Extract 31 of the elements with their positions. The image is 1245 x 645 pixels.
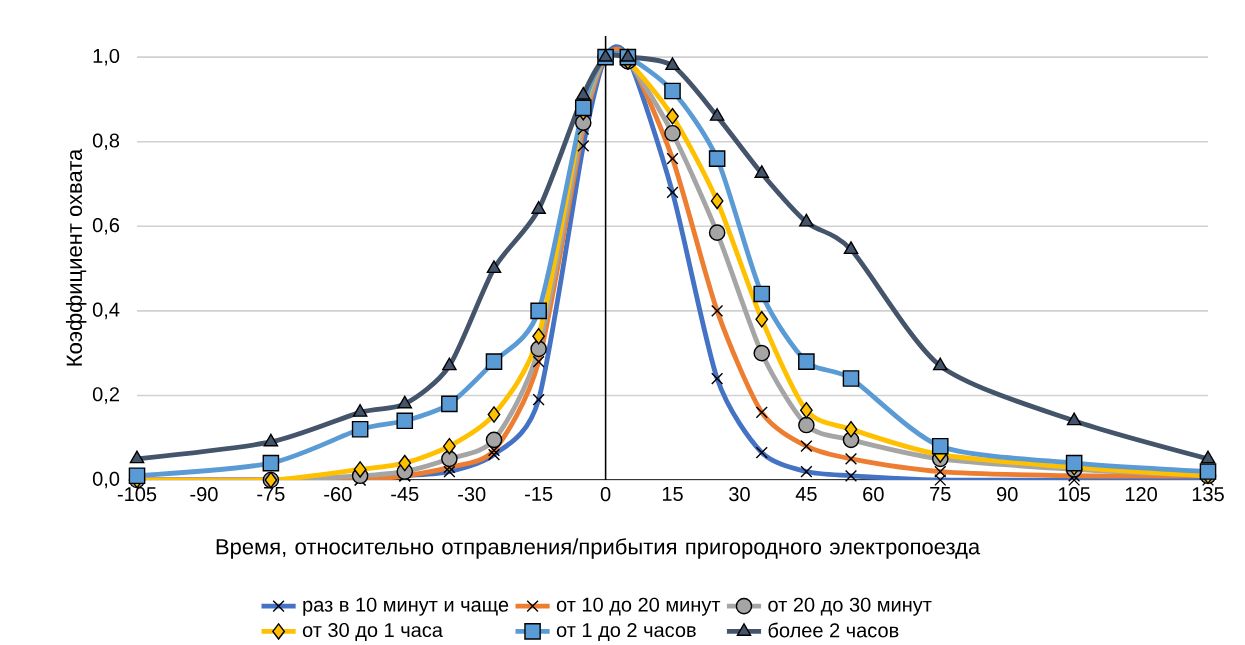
y-tick-label: 0,8 (92, 133, 120, 150)
x-tick-label: 0 (600, 487, 611, 502)
x-tick-label: -30 (458, 487, 486, 502)
x-tick-label: 30 (729, 487, 750, 502)
x-tick-label: 120 (1125, 487, 1157, 502)
x-tick-label: 135 (1192, 487, 1224, 502)
y-tick-label: 0,2 (92, 387, 119, 404)
y-tick-label: 1,0 (93, 48, 120, 66)
x-tick-label: -15 (525, 487, 553, 502)
x-tick-label: 15 (662, 487, 683, 502)
y-tick-label: 0,4 (92, 302, 120, 320)
x-axis-title: Время, относительно отправления/прибытия пригородного электропоезда (216, 538, 981, 559)
x-tick-label: 105 (1058, 487, 1090, 502)
x-tick-label: 45 (795, 487, 817, 502)
y-axis-title: Коэффициент охвата (65, 148, 87, 366)
y-tick-label: 0,0 (92, 471, 120, 489)
x-tick-label: -105 (117, 487, 157, 502)
x-tick-label: -45 (391, 487, 419, 502)
legend-label: от 20 до 30 минут (768, 597, 932, 616)
x-tick-label: 90 (997, 487, 1018, 502)
y-tick-label: 0,6 (92, 218, 120, 235)
legend-label: раз в 10 минут и чаще (303, 597, 509, 616)
legend-label: от 1 до 2 часов (556, 622, 696, 641)
x-tick-label: -90 (190, 487, 218, 502)
x-tick-label: 75 (930, 487, 951, 502)
x-tick-label: -60 (324, 487, 352, 502)
legend-label: более 2 часов (768, 622, 899, 638)
x-tick-label: 60 (863, 487, 884, 502)
legend-label: от 30 до 1 часа (302, 622, 443, 641)
legend-label: от 10 до 20 минут (556, 597, 721, 616)
x-tick-label: -75 (257, 487, 285, 502)
